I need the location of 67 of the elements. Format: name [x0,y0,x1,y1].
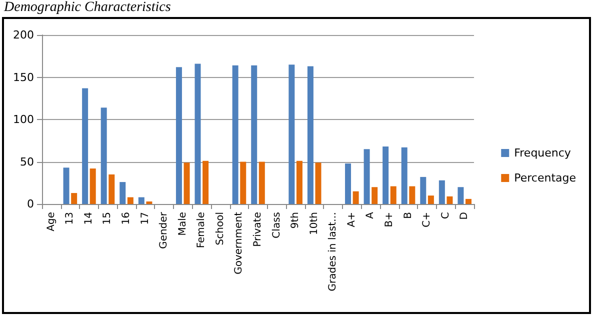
bar [90,168,96,204]
bar [194,64,201,204]
bar [438,180,445,204]
x-tick-label: D [459,212,470,220]
x-tick-label: Female [196,212,208,248]
x-tick-label: 16 [121,212,132,225]
x-tick-label: 9th [290,212,302,229]
bar [420,176,426,204]
bar [372,187,378,204]
bar [466,198,472,204]
bar [100,108,107,204]
x-tick-label: B [402,212,414,219]
x-tick-label: C+ [422,212,433,228]
bar [240,162,246,204]
bar [315,162,322,204]
bar [108,174,115,204]
bar [382,146,389,204]
bar [138,197,144,204]
legend-label: Frequency [514,146,572,160]
chart-title: Demographic Characteristics [4,0,171,16]
bar [409,186,416,204]
x-tick-label: 13 [64,212,76,225]
x-tick-label: B+ [384,212,395,228]
bar [446,196,453,204]
x-tick-label: A [365,212,376,219]
x-tick-label: Gender [158,211,170,249]
x-tick-label: 14 [83,212,94,225]
bar [232,65,238,204]
bar [352,191,359,204]
y-tick-label: 150 [13,70,34,84]
bar [401,147,408,204]
x-tick-label: Private [252,212,264,247]
x-tick-label: 17 [140,212,151,225]
legend-label: Percentage [514,172,576,184]
bar [127,197,134,204]
bar [345,163,352,204]
bar [307,66,314,204]
x-tick-label: A+ [346,212,358,228]
x-tick-label: C [440,212,452,219]
bar [146,201,152,204]
y-tick-label: 200 [13,28,34,42]
bar [458,187,464,204]
bar [82,88,88,204]
bar [251,65,258,204]
x-tick-label: 15 [102,212,114,225]
bar [120,182,126,204]
bar [258,162,265,204]
bar [176,67,182,204]
bar [428,196,434,204]
x-tick-label: Age [46,212,57,232]
bar [296,160,302,204]
bar [63,168,70,204]
x-tick-label: Class [271,212,282,238]
bar [390,186,396,204]
x-tick-label: Male [177,212,188,236]
bar [184,162,190,204]
y-tick-label: 50 [20,155,34,168]
x-tick-label: 10th [308,212,320,235]
y-tick-label: 0 [27,198,34,210]
bar [71,193,78,204]
x-tick-label: School [214,212,226,246]
bar [364,149,370,204]
bar [288,64,295,204]
bar [202,160,209,204]
y-tick-label: 100 [13,113,34,126]
x-tick-label: Grades in last… [328,212,339,292]
x-tick-label: Government [234,212,245,274]
